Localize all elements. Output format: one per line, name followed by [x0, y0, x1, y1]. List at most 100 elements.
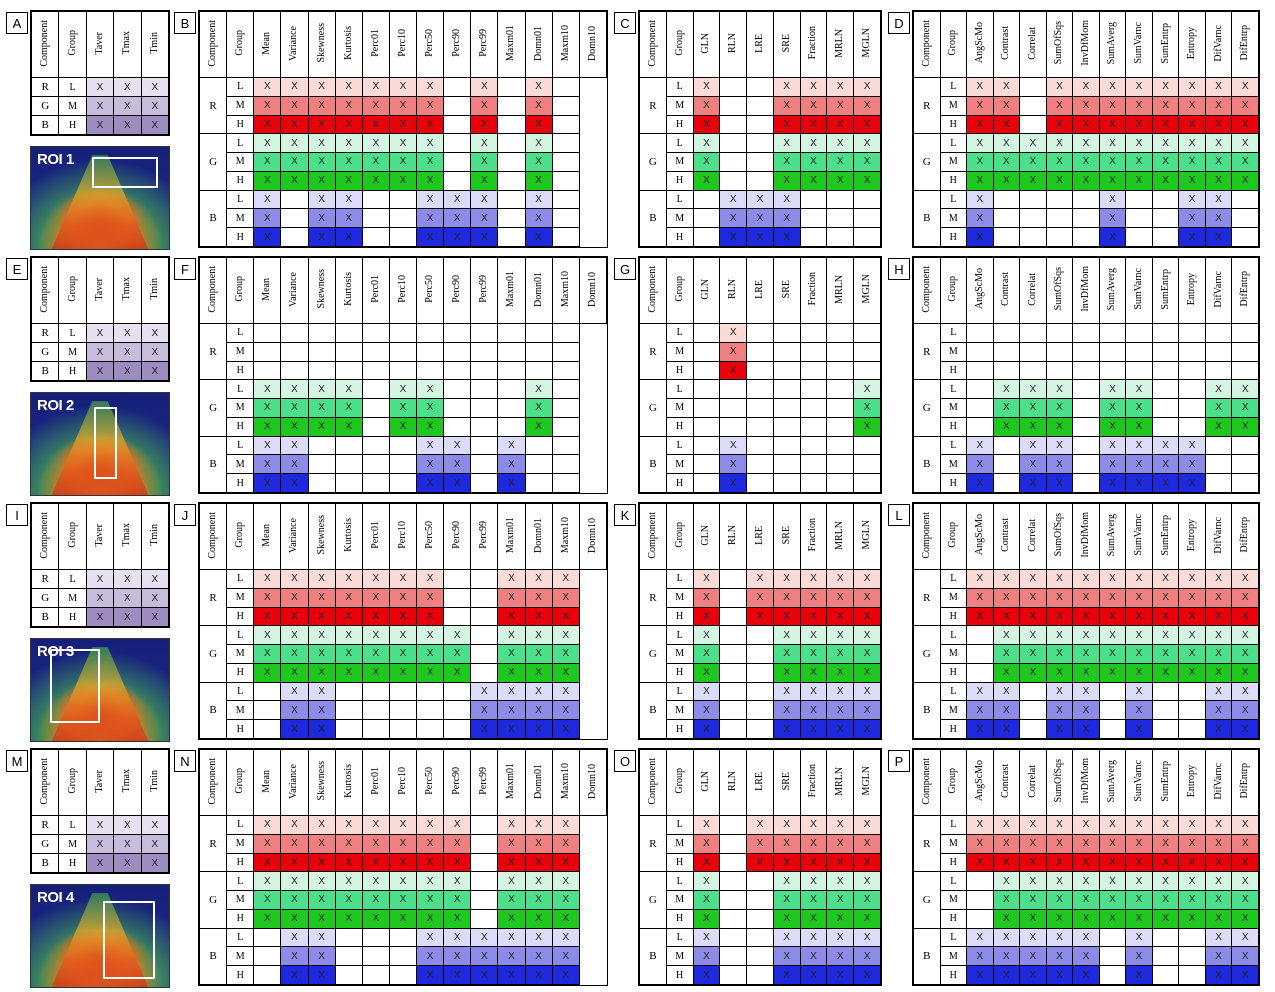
marker-cell: X: [853, 170, 881, 191]
column-header: Fraction: [799, 749, 828, 816]
column-header: Taver: [85, 749, 115, 816]
marker-cell: X: [280, 700, 309, 721]
marker-cell: X: [307, 95, 336, 116]
marker-cell: X: [280, 908, 309, 929]
marker-cell: X: [551, 644, 580, 664]
column-header-label: Fraction: [807, 272, 819, 306]
marker-cell: X: [307, 170, 336, 191]
column-header: Group: [226, 749, 255, 816]
marker-cell: X: [1125, 95, 1153, 116]
marker-cell: X: [1125, 152, 1153, 172]
panel-label: G: [614, 258, 636, 280]
marker-cell: [799, 208, 828, 229]
marker-cell: [361, 435, 390, 456]
header-row: Component Group GLN RLN LRE SRE Fraction MRLN MG…: [639, 11, 881, 78]
marker-cell: [826, 360, 855, 381]
marker-cell: [470, 890, 499, 910]
marker-cell: [1125, 189, 1153, 210]
marker-cell: [415, 719, 445, 739]
column-header-label: Component: [207, 19, 219, 67]
marker-cell: X: [140, 834, 170, 854]
marker-cell: X: [799, 719, 828, 739]
marker-cell: X: [1231, 398, 1259, 418]
marker-cell: X: [253, 114, 282, 135]
marker-cell: [1019, 681, 1047, 702]
column-header: Perc01: [361, 503, 390, 570]
marker-cell: [1231, 189, 1259, 210]
marker-cell: X: [1204, 152, 1233, 172]
marker-cell: X: [497, 852, 526, 873]
marker-cell: X: [140, 77, 170, 97]
marker-cell: X: [497, 965, 526, 985]
marker-cell: [551, 95, 580, 116]
marker-cell: X: [1151, 644, 1180, 664]
column-header: Group: [665, 11, 694, 78]
marker-cell: X: [1125, 379, 1153, 400]
column-header-label: Perc50: [424, 767, 436, 795]
column-header: Perc90: [443, 503, 472, 570]
marker-cell: X: [85, 96, 115, 116]
column-header-label: Fraction: [807, 518, 819, 552]
column-header-label: Correlat: [1026, 272, 1038, 306]
marker-cell: X: [992, 77, 1021, 97]
marker-cell: X: [1072, 625, 1100, 646]
group-cell: M: [226, 152, 255, 172]
marker-cell: X: [1045, 852, 1074, 873]
marker-cell: X: [388, 871, 418, 892]
marker-cell: [280, 360, 309, 381]
marker-cell: [1072, 323, 1100, 343]
marker-cell: [799, 435, 828, 456]
marker-cell: X: [1231, 625, 1259, 646]
marker-cell: X: [1204, 644, 1233, 664]
column-header: GLN: [692, 11, 721, 78]
marker-cell: X: [443, 189, 472, 210]
marker-cell: [334, 473, 363, 493]
group-cell: M: [665, 890, 694, 910]
marker-cell: [1072, 398, 1100, 418]
marker-cell: [361, 965, 390, 985]
column-header-label: Contrast: [1000, 764, 1012, 798]
marker-cell: X: [1019, 133, 1047, 154]
column-header-label: Group: [234, 276, 246, 302]
column-header-label: Mean: [261, 523, 273, 547]
component-cell: B: [198, 681, 228, 740]
marker-cell: [799, 379, 828, 400]
marker-cell: X: [772, 871, 801, 892]
column-header-label: Variance: [288, 25, 300, 61]
marker-cell: X: [551, 815, 580, 835]
marker-cell: X: [415, 473, 445, 493]
marker-cell: X: [280, 625, 309, 646]
column-header-label: Group: [66, 30, 78, 56]
column-header-label: Maxm01: [505, 516, 517, 554]
column-header-label: Correlat: [1026, 764, 1038, 798]
column-header-label: Group: [234, 768, 246, 794]
component-cell: G: [639, 625, 667, 683]
marker-cell: X: [799, 700, 828, 721]
marker-cell: [719, 416, 748, 437]
marker-cell: X: [1178, 95, 1206, 116]
marker-cell: [746, 133, 774, 154]
marker-cell: [966, 416, 994, 437]
marker-cell: X: [361, 908, 390, 929]
marker-cell: X: [497, 587, 526, 608]
marker-cell: [1045, 360, 1074, 381]
column-header-label: MRLN: [834, 28, 846, 58]
marker-cell: X: [253, 833, 282, 854]
marker-cell: X: [1204, 398, 1233, 418]
panel-label: A: [6, 12, 28, 34]
marker-cell: [1151, 416, 1180, 437]
marker-cell: X: [497, 435, 526, 456]
marker-cell: X: [307, 719, 336, 739]
marker-cell: X: [1231, 114, 1259, 135]
marker-cell: X: [992, 833, 1021, 854]
marker-cell: X: [1125, 719, 1153, 739]
header-row: Component Group AngScMo Contrast Correlat Sum…: [913, 503, 1259, 570]
group-cell: M: [58, 96, 87, 116]
